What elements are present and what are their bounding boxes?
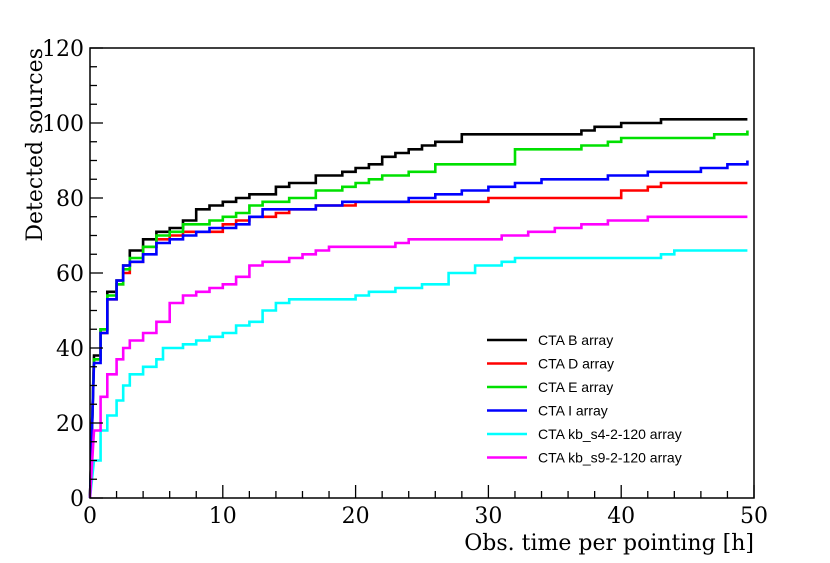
- x-tick-label: 0: [83, 504, 97, 529]
- ticks-layer: 0 10 20 30 40 50 0 20 40 60 80 100 120: [42, 37, 768, 529]
- y-tick-label: 60: [56, 262, 84, 287]
- x-axis-title: Obs. time per pointing [h]: [464, 531, 754, 556]
- x-tick-label: 40: [607, 504, 635, 529]
- series-line-6: [88, 215, 748, 499]
- y-tick-label: 20: [56, 412, 84, 437]
- series-line-4: [88, 160, 749, 499]
- series-line-3: [88, 130, 749, 499]
- y-tick-label: 0: [70, 487, 84, 512]
- legend-item: CTA B array: [487, 332, 613, 348]
- y-tick-label: 120: [42, 37, 84, 62]
- y-axis-title: Detected sources: [23, 48, 48, 242]
- legend-label: CTA B array: [538, 332, 613, 348]
- legend: CTA B array CTA D array CTA E array CTA I a…: [487, 332, 682, 466]
- y-tick-label: 100: [42, 112, 84, 137]
- legend-item: CTA kb_s9-2-120 array: [487, 450, 682, 466]
- series-layer: [88, 118, 749, 499]
- y-tick-label: 80: [56, 187, 84, 212]
- legend-label: CTA kb_s4-2-120 array: [538, 426, 682, 442]
- x-tick-label: 10: [209, 504, 237, 529]
- legend-label: CTA D array: [538, 356, 614, 372]
- legend-label: CTA E array: [538, 379, 613, 395]
- legend-label: CTA kb_s9-2-120 array: [538, 450, 682, 466]
- legend-item: CTA I array: [487, 403, 608, 419]
- x-tick-label: 20: [342, 504, 370, 529]
- series-line-5: [88, 249, 748, 499]
- legend-item: CTA D array: [487, 356, 614, 372]
- x-tick-label: 50: [740, 504, 768, 529]
- series-line-1: [88, 118, 748, 499]
- y-tick-label: 40: [56, 337, 84, 362]
- legend-item: CTA kb_s4-2-120 array: [487, 426, 682, 442]
- x-tick-label: 30: [474, 504, 502, 529]
- legend-label: CTA I array: [538, 403, 608, 419]
- legend-item: CTA E array: [487, 379, 613, 395]
